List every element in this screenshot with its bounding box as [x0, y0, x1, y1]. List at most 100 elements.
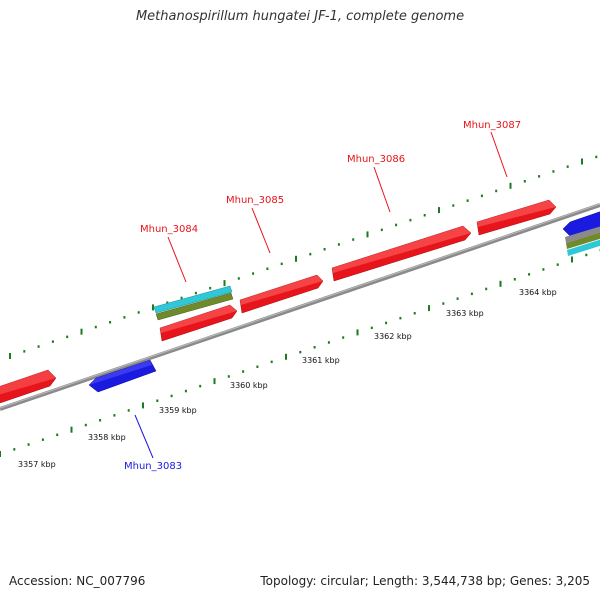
scale-label-3359: 3359 kbp: [159, 406, 197, 415]
reverse-tick-minor: [41, 438, 44, 441]
reverse-tick-minor: [227, 375, 230, 378]
forward-tick-major: [9, 353, 11, 359]
forward-tick-minor: [480, 194, 483, 198]
forward-tick-track: [9, 155, 598, 359]
reverse-tick-minor: [313, 346, 316, 349]
leader-line-mhun-3085: [251, 207, 271, 254]
reverse-tick-minor: [156, 399, 159, 402]
forward-tick-minor: [309, 252, 312, 256]
forward-tick-minor: [109, 321, 112, 324]
reverse-tick-minor: [385, 321, 388, 325]
reverse-tick-minor: [56, 433, 59, 437]
reverse-tick-minor: [199, 384, 202, 388]
forward-tick-minor: [66, 335, 69, 339]
reverse-tick-minor: [442, 302, 445, 305]
reverse-tick-minor: [184, 389, 187, 393]
forward-tick-major: [223, 280, 226, 287]
gene-label-mhun-3084: Mhun_3084: [140, 224, 198, 235]
reverse-tick-minor: [513, 278, 516, 281]
forward-tick-minor: [452, 204, 455, 207]
reverse-tick-minor: [413, 312, 416, 315]
reverse-tick-minor: [84, 423, 87, 427]
leader-line-mhun-3084: [167, 236, 187, 283]
forward-tick-minor: [552, 170, 555, 173]
backbone-feature-right: [565, 226, 600, 243]
forward-tick-major: [581, 158, 583, 165]
forward-tick-major: [152, 304, 154, 311]
reverse-tick-minor: [542, 268, 545, 271]
reverse-tick-minor: [528, 273, 531, 276]
gene-arrow-mhun-3087[interactable]: [476, 199, 557, 236]
scale-label-3364: 3364 kbp: [519, 288, 557, 297]
reverse-tick-minor: [585, 253, 588, 257]
genome-backbone: [0, 203, 600, 411]
forward-tick-minor: [423, 214, 426, 217]
forward-tick-minor: [280, 262, 283, 266]
forward-tick-major: [438, 207, 440, 214]
forward-tick-minor: [23, 350, 26, 353]
olive-feature-right: [566, 232, 600, 249]
gene-arrow-left-edge[interactable]: [0, 369, 57, 404]
reverse-tick-major: [213, 378, 216, 385]
reverse-tick-major: [356, 329, 359, 336]
gene-arrow-mhun-3085[interactable]: [239, 274, 324, 314]
reverse-tick-track: [0, 248, 600, 457]
forward-tick-major: [366, 231, 369, 238]
cyan-feature-left: [153, 285, 233, 314]
forward-tick-minor: [209, 286, 212, 290]
gene-label-mhun-3085: Mhun_3085: [226, 195, 284, 206]
forward-tick-minor: [137, 311, 140, 314]
forward-tick-minor: [252, 272, 255, 275]
reverse-tick-minor: [256, 365, 259, 368]
gene-label-mhun-3083: Mhun_3083: [124, 461, 182, 472]
accession-label: Accession: NC_007796: [9, 574, 146, 588]
reverse-tick-major: [142, 402, 144, 409]
reverse-tick-minor: [399, 316, 402, 320]
forward-tick-minor: [466, 199, 469, 202]
reverse-tick-minor: [299, 350, 302, 354]
map-title: Methanospirillum hungatei JF-1, complete…: [135, 9, 465, 24]
forward-tick-minor: [595, 155, 598, 159]
scale-label-3361: 3361 kbp: [302, 356, 340, 365]
forward-tick-minor: [94, 325, 97, 329]
scale-label-3358: 3358 kbp: [88, 433, 126, 442]
reverse-tick-major: [0, 451, 1, 457]
leader-line-mhun-3086: [373, 166, 391, 213]
cyan-feature-right: [567, 239, 600, 256]
reverse-tick-minor: [370, 326, 373, 330]
forward-tick-minor: [123, 316, 126, 319]
forward-tick-minor: [266, 267, 269, 270]
gene-arrow-mhun-3083[interactable]: [88, 359, 157, 393]
scale-label-3357: 3357 kbp: [18, 460, 56, 469]
forward-tick-minor: [37, 345, 40, 348]
reverse-tick-major: [428, 305, 430, 312]
reverse-tick-minor: [27, 443, 30, 446]
gene-label-mhun-3087: Mhun_3087: [463, 120, 521, 131]
genome-backbone-highlight: [0, 203, 600, 409]
gene-arrow-mhun-3084[interactable]: [159, 304, 238, 342]
forward-tick-minor: [409, 218, 412, 222]
gene-arrow-mhun-3086[interactable]: [331, 225, 472, 282]
forward-tick-minor: [495, 189, 498, 193]
reverse-tick-major: [70, 426, 73, 433]
forward-tick-major: [509, 182, 512, 189]
forward-tick-minor: [352, 238, 355, 241]
forward-tick-major: [80, 328, 83, 335]
reverse-tick-minor: [99, 419, 102, 422]
reverse-tick-minor: [556, 263, 559, 266]
scale-label-3363: 3363 kbp: [446, 309, 484, 318]
olive-feature-left: [155, 292, 234, 321]
forward-tick-minor: [538, 175, 541, 178]
reverse-tick-major: [571, 256, 573, 263]
reverse-tick-minor: [485, 287, 488, 291]
forward-tick-minor: [237, 277, 240, 280]
forward-tick-minor: [323, 248, 326, 251]
leader-line-mhun-3083: [134, 414, 154, 459]
reverse-tick-minor: [13, 448, 16, 451]
reverse-tick-minor: [470, 292, 473, 296]
reverse-tick-minor: [127, 409, 130, 412]
reverse-tick-minor: [456, 297, 459, 300]
forward-tick-minor: [566, 165, 569, 168]
reverse-tick-major: [285, 353, 287, 360]
forward-tick-minor: [51, 340, 54, 343]
